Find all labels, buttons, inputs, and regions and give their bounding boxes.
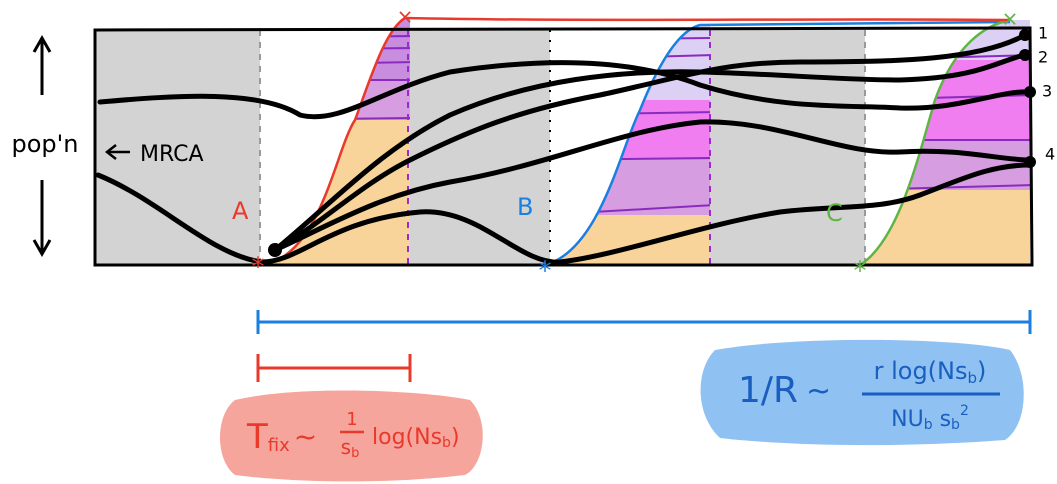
coalescence-point xyxy=(268,243,282,257)
rate-lhs: 1/R~ xyxy=(738,370,831,411)
tfix-subscript: fix xyxy=(268,435,290,456)
fix-mark: × xyxy=(1002,7,1019,31)
origin-mark: * xyxy=(252,253,265,283)
lineage-label: 1 xyxy=(1038,24,1048,43)
rate-denominator-n-sub: b xyxy=(924,417,933,433)
rate-numerator-sub: b xyxy=(968,369,978,387)
mrca-label: MRCA xyxy=(140,142,204,167)
tfix-bar xyxy=(258,354,410,382)
lineage-label: 3 xyxy=(1042,82,1052,101)
page: {"axis_label": "pop'n", "mrca_label": "M… xyxy=(0,0,1057,484)
tfix-denominator-sub: b xyxy=(351,446,359,461)
rate-denominator-s-sub: b xyxy=(951,417,960,433)
sweep-label: B xyxy=(517,193,533,221)
rate-relation: ~ xyxy=(806,374,831,409)
rate-denominator-sup: 2 xyxy=(960,403,969,419)
rate-denominator-s: s xyxy=(933,407,951,432)
sweep-label: C xyxy=(826,199,843,227)
up-arrow xyxy=(34,38,50,95)
rate-numerator-close: ) xyxy=(977,357,986,385)
lineage-label: 2 xyxy=(1038,48,1048,67)
sweep-label: A xyxy=(232,197,249,225)
tfix-log-close: ) xyxy=(451,425,460,450)
axis-label: pop'n xyxy=(12,130,79,158)
rate-bar xyxy=(258,310,1030,334)
rate-numerator-open: r log(Ns xyxy=(874,357,968,385)
down-arrow xyxy=(34,180,50,254)
origin-mark: * xyxy=(539,257,552,287)
tfix-numerator: 1 xyxy=(346,409,357,430)
tfix-relation: ~ xyxy=(294,420,317,453)
lineage-label: 4 xyxy=(1045,145,1055,164)
tfix-symbol: T xyxy=(246,417,268,457)
rate-denominator-n: NU xyxy=(891,407,924,432)
diagram: * * * × × pop'n MRCA A B C 1 2 3 4 Tfix~… xyxy=(0,0,1057,484)
fix-mark: × xyxy=(397,5,414,29)
tfix-log-open: log(Ns xyxy=(372,425,442,450)
origin-mark: * xyxy=(854,257,867,287)
tfix-log-sub: b xyxy=(442,435,451,451)
fixed-line xyxy=(405,18,1010,20)
tfix-denominator-s: s xyxy=(341,435,351,459)
rate-lhs-text: 1/R xyxy=(738,370,798,411)
